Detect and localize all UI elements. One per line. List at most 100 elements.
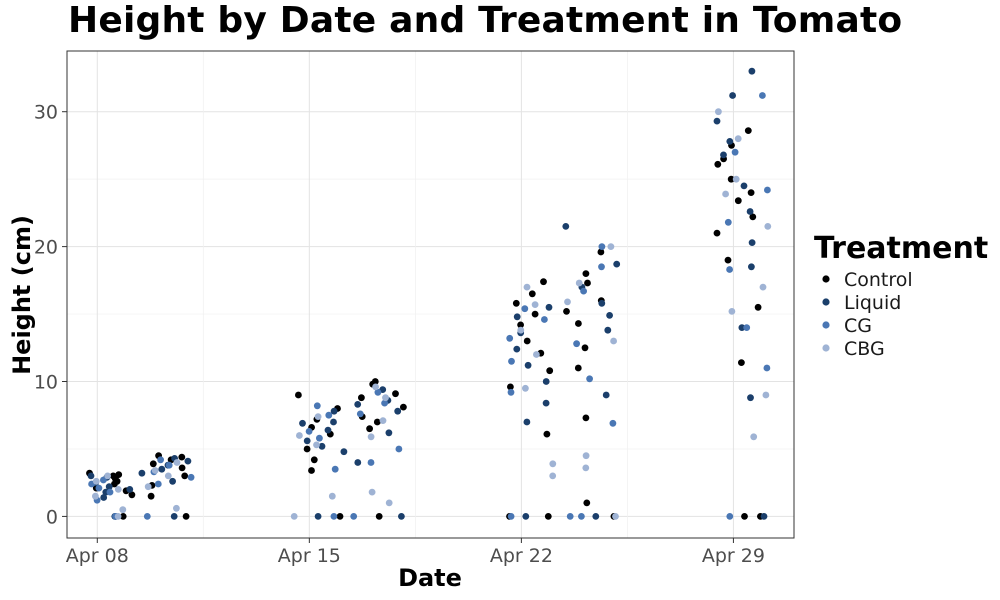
data-point-cbg	[522, 384, 529, 392]
data-point-control	[563, 308, 570, 315]
legend-label-cbg: CBG	[844, 338, 885, 360]
data-point-control	[749, 213, 757, 221]
data-point-cbg	[734, 135, 742, 143]
data-point-control	[366, 425, 373, 433]
data-point-liquid	[542, 378, 550, 385]
data-point-cbg	[114, 513, 122, 520]
data-point-control	[512, 299, 520, 307]
data-point-cbg	[715, 108, 722, 116]
data-point-control	[543, 430, 551, 438]
data-point-control	[714, 160, 722, 168]
data-point-cbg	[379, 417, 387, 424]
data-point-liquid	[138, 469, 146, 477]
data-point-cg	[578, 513, 585, 520]
data-point-liquid	[748, 263, 755, 271]
data-point-cg	[724, 218, 732, 226]
data-point-control	[113, 477, 121, 485]
legend-label-control: Control	[844, 269, 913, 291]
data-point-cbg	[114, 486, 122, 493]
data-point-cbg	[549, 472, 557, 480]
data-point-cbg	[385, 499, 393, 507]
data-point-cg	[586, 375, 593, 383]
data-point-control	[400, 403, 407, 411]
data-point-control	[149, 460, 157, 468]
data-point-cbg	[759, 283, 767, 291]
series-cbg-points	[92, 108, 772, 520]
data-point-cbg	[523, 283, 531, 291]
y-tick-label: 30	[34, 102, 58, 124]
data-point-control	[178, 464, 186, 472]
data-point-control	[182, 513, 190, 520]
data-point-cbg	[764, 223, 772, 230]
grid-lines	[67, 51, 794, 538]
data-point-liquid	[760, 513, 768, 520]
data-point-liquid	[169, 477, 177, 485]
data-point-liquid	[100, 494, 108, 501]
data-point-cbg	[582, 452, 590, 460]
data-point-liquid	[748, 67, 756, 75]
data-point-cg	[508, 357, 515, 365]
data-point-liquid	[602, 391, 610, 399]
data-point-liquid	[354, 401, 362, 408]
data-point-cg	[507, 513, 515, 520]
data-point-cbg	[173, 459, 181, 466]
data-point-control	[754, 303, 762, 311]
data-point-cg	[187, 473, 195, 481]
data-point-cg	[100, 476, 107, 484]
data-point-liquid	[562, 223, 570, 230]
legend-key-control	[822, 275, 830, 283]
data-point-cbg	[612, 513, 619, 520]
data-point-liquid	[330, 418, 337, 426]
y-tick-label: 0	[46, 506, 58, 528]
y-axis-title: Height (cm)	[8, 215, 36, 375]
data-point-cbg	[531, 301, 539, 308]
data-point-cbg	[732, 175, 740, 183]
data-point-liquid	[330, 407, 338, 415]
data-point-cg	[609, 419, 617, 427]
data-point-liquid	[513, 345, 521, 353]
data-point-control	[575, 320, 582, 327]
data-point-control	[574, 364, 582, 372]
data-point-liquid	[385, 429, 393, 437]
data-point-control	[375, 513, 383, 520]
data-point-liquid	[523, 418, 531, 426]
data-point-liquid	[184, 457, 192, 465]
data-point-control	[392, 390, 399, 398]
data-point-control	[581, 344, 589, 352]
data-point-cbg	[728, 308, 736, 315]
data-point-cg	[521, 305, 529, 313]
data-point-cbg	[314, 413, 322, 420]
data-point-cbg	[575, 279, 583, 287]
data-point-control	[582, 270, 590, 277]
data-point-cg	[566, 513, 574, 520]
chart-title: Height by Date and Treatment in Tomato	[68, 0, 903, 41]
data-point-cg	[316, 434, 323, 442]
data-point-cbg	[104, 472, 111, 480]
data-point-control	[727, 175, 735, 183]
data-point-liquid	[748, 239, 756, 247]
data-point-cbg	[119, 506, 127, 514]
data-point-control	[582, 414, 590, 422]
data-point-control	[741, 513, 748, 520]
data-point-liquid	[598, 299, 606, 307]
data-point-cg	[106, 488, 114, 496]
data-point-liquid	[340, 448, 348, 456]
data-point-cg	[95, 484, 103, 492]
data-point-liquid	[318, 442, 326, 450]
data-point-control	[373, 418, 381, 426]
data-point-liquid	[713, 117, 721, 125]
data-point-cbg	[750, 433, 758, 441]
data-point-liquid	[126, 486, 134, 493]
data-point-control	[738, 359, 745, 366]
data-point-control	[597, 248, 605, 256]
data-point-cbg	[517, 326, 525, 334]
data-point-cbg	[533, 351, 540, 358]
x-tick-label: Apr 15	[278, 545, 341, 567]
data-point-liquid	[303, 437, 311, 445]
data-point-cg	[330, 513, 338, 520]
data-point-control	[544, 513, 552, 520]
data-point-control	[147, 492, 155, 500]
data-point-cbg	[367, 433, 375, 441]
data-point-cbg	[368, 488, 376, 496]
